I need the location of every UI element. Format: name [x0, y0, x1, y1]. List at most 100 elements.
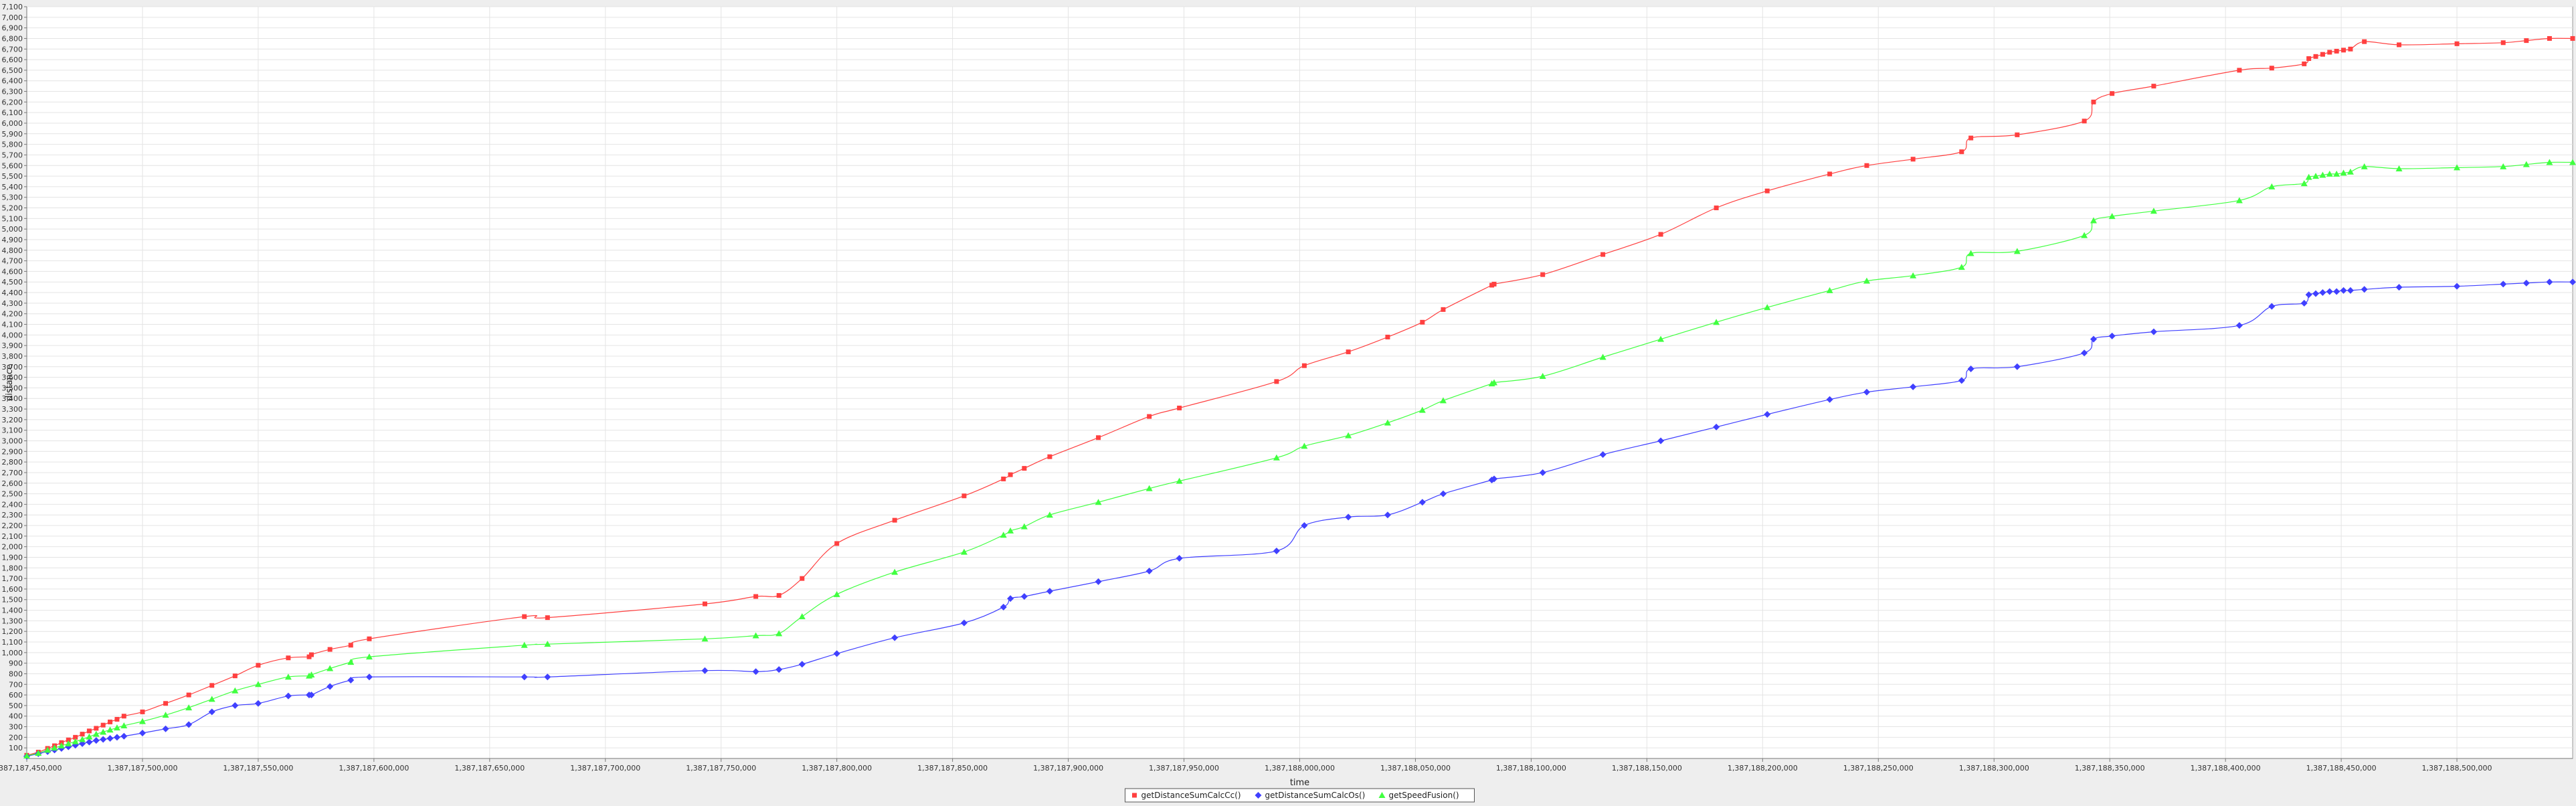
y-tick-label: 500	[9, 702, 23, 710]
data-point-series-3	[1384, 419, 1391, 426]
data-point-series-1	[2091, 99, 2096, 104]
x-tick-label: 1,387,188,250,000	[1843, 764, 1914, 773]
data-point-series-2	[521, 673, 528, 681]
data-point-series-1	[2269, 66, 2274, 71]
data-point-series-3	[798, 613, 806, 620]
data-point-series-3	[1863, 277, 1870, 284]
data-point-series-1	[308, 652, 314, 657]
data-point-series-1	[2313, 54, 2318, 59]
data-point-series-1	[1346, 349, 1351, 355]
data-point-series-2	[1967, 365, 1974, 372]
y-tick-label: 4,000	[2, 331, 23, 339]
y-tick-label: 6,900	[2, 24, 23, 33]
data-point-series-3	[2268, 183, 2276, 189]
y-tick-label: 600	[9, 691, 23, 700]
legend-label-1: getDistanceSumCalcCc()	[1141, 791, 1241, 800]
y-tick-label: 1,400	[2, 607, 23, 615]
data-point-series-3	[833, 590, 840, 597]
x-tick-label: 1,387,188,300,000	[1959, 764, 2029, 773]
data-point-series-1	[2570, 35, 2575, 41]
legend-label-3: getSpeedFusion()	[1389, 791, 1459, 800]
data-point-series-1	[2320, 52, 2325, 57]
data-point-series-3	[35, 750, 42, 756]
data-point-series-3	[2454, 164, 2461, 171]
data-point-series-2	[1713, 423, 1720, 430]
data-point-series-1	[1600, 252, 1606, 257]
data-point-series-2	[1301, 522, 1308, 530]
y-tick-label: 6,000	[2, 119, 23, 128]
y-tick-label: 2,200	[2, 521, 23, 530]
data-point-series-2	[2326, 288, 2333, 295]
data-point-series-1	[800, 576, 805, 581]
data-point-series-1	[80, 732, 85, 737]
y-tick-label: 3,900	[2, 341, 23, 350]
data-point-series-1	[1658, 232, 1663, 237]
data-point-series-3	[1439, 397, 1447, 404]
y-axis-title: distance	[5, 364, 15, 401]
data-point-series-3	[2569, 159, 2576, 165]
data-point-series-1	[163, 701, 169, 706]
legend-frame	[1125, 788, 1475, 803]
data-point-series-3	[1826, 287, 1833, 293]
y-tick-label: 5,200	[2, 204, 23, 213]
data-point-series-2	[1863, 388, 1870, 396]
data-point-series-1	[522, 614, 527, 619]
data-point-series-2	[1539, 469, 1546, 476]
data-point-series-2	[2081, 349, 2088, 357]
x-tick-label: 1,387,187,600,000	[339, 764, 409, 773]
data-point-series-1	[2015, 132, 2020, 137]
y-tick-label: 1,200	[2, 627, 23, 636]
data-point-series-2	[106, 734, 114, 742]
data-point-series-2	[1958, 377, 1965, 384]
data-point-series-2	[2268, 303, 2276, 310]
data-point-series-1	[232, 673, 238, 679]
axes: 1002003004005006007008009001,0001,1001,2…	[0, 3, 2573, 773]
data-point-series-3	[1967, 250, 1974, 256]
data-point-series-1	[1864, 163, 1869, 168]
data-point-series-2	[139, 730, 146, 737]
data-point-series-2	[1273, 547, 1280, 554]
data-point-series-3	[544, 641, 551, 647]
legend-marker-1	[1132, 793, 1137, 798]
y-tick-label: 100	[9, 744, 23, 752]
legend-marker-2	[1255, 792, 1262, 799]
data-point-series-3	[79, 736, 86, 742]
data-point-series-3	[2361, 163, 2368, 169]
data-point-series-3	[1764, 304, 1771, 311]
y-tick-label: 6,800	[2, 34, 23, 43]
data-point-series-2	[2340, 287, 2347, 294]
y-tick-label: 2,100	[2, 532, 23, 541]
data-point-series-1	[73, 734, 78, 740]
y-tick-label: 6,200	[2, 98, 23, 106]
data-point-series-2	[1491, 475, 1498, 483]
x-tick-label: 1,387,188,200,000	[1728, 764, 1798, 773]
data-point-series-3	[72, 738, 79, 744]
data-point-series-1	[1274, 379, 1279, 384]
data-point-series-2	[2500, 280, 2507, 288]
data-point-series-3	[521, 641, 528, 648]
legend: getDistanceSumCalcCc() getDistanceSumCalc…	[1125, 788, 1475, 803]
data-point-series-3	[752, 632, 759, 639]
data-point-series-3	[1007, 527, 1014, 534]
data-point-series-3	[2235, 197, 2243, 204]
data-point-series-2	[254, 700, 262, 707]
data-point-series-1	[1022, 466, 1027, 471]
y-tick-label: 3,600	[2, 374, 23, 382]
data-point-series-1	[2547, 35, 2552, 41]
data-point-series-1	[286, 655, 291, 661]
data-point-series-2	[1145, 568, 1153, 575]
y-tick-label: 2,500	[2, 490, 23, 499]
data-point-series-3	[1910, 272, 1917, 278]
data-point-series-2	[2319, 289, 2326, 297]
y-tick-label: 3,800	[2, 352, 23, 361]
data-point-series-2	[308, 692, 315, 699]
data-point-series-1	[1959, 149, 1964, 155]
data-point-series-2	[1384, 511, 1391, 519]
y-tick-label: 6,600	[2, 56, 23, 64]
data-point-series-3	[1491, 379, 1498, 386]
data-point-series-2	[1599, 451, 1606, 459]
data-point-series-2	[798, 661, 806, 668]
data-point-series-2	[2522, 279, 2530, 287]
data-point-series-3	[2108, 213, 2116, 220]
